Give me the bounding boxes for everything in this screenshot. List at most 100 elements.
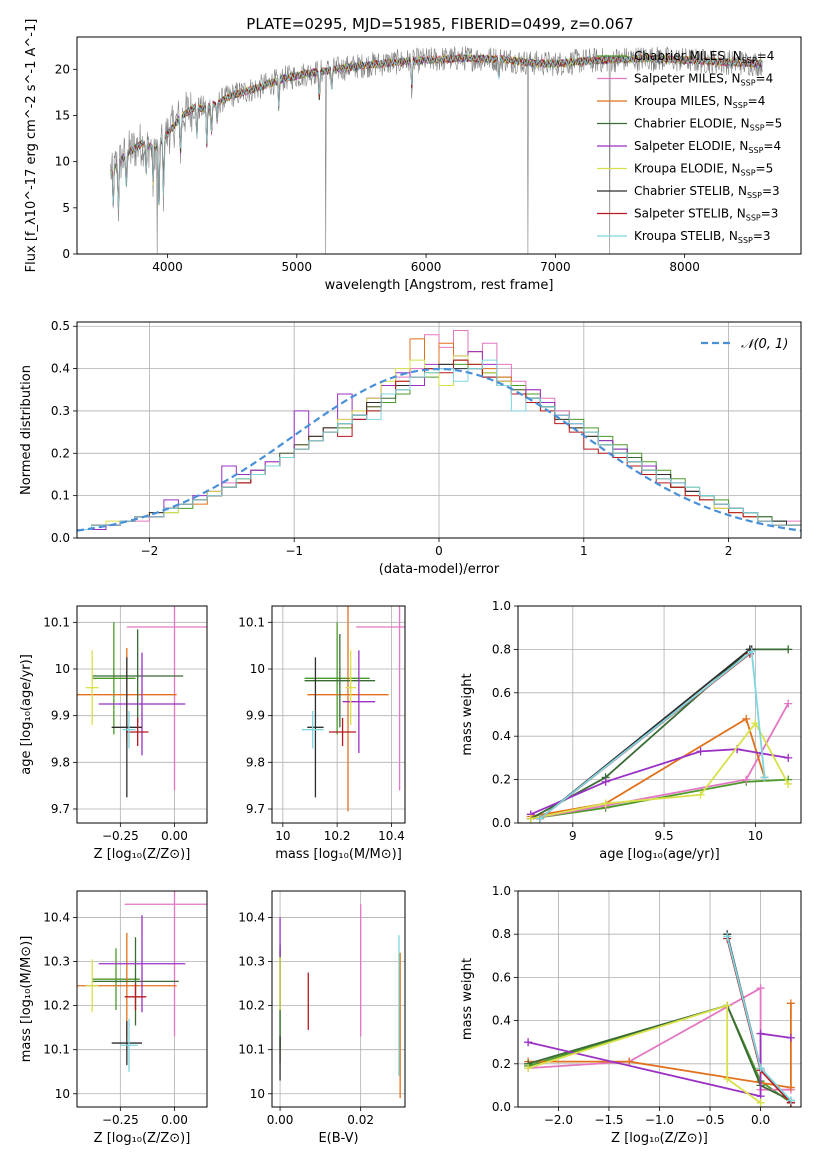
spectrum-model-kroupa-stelib	[110, 54, 763, 211]
marker-salpeter-elodie	[696, 747, 705, 756]
x-tick-label: 4000	[152, 260, 183, 274]
massweight_vs_age-series	[526, 645, 793, 823]
marker-kroupa-stelib	[786, 1096, 795, 1105]
x-tick-label: 7000	[540, 260, 571, 274]
spectrum-xlabel: wavelength [Angstrom, rest frame]	[325, 278, 554, 293]
residual_histogram-xlabel: (data-model)/error	[379, 562, 500, 577]
spectrum-series	[110, 46, 763, 254]
x-tick-label: 10	[748, 829, 763, 843]
marker-kroupa-elodie	[751, 719, 760, 728]
massweight_vs_Z-series	[524, 930, 795, 1107]
marker-kroupa-elodie	[696, 790, 705, 799]
mass_vs_ebv-series	[279, 904, 401, 1099]
age_vs_mass-xlabel: mass [log₁₀(M/M⊙)]	[275, 847, 402, 862]
mass_vs_Z-axes: −0.25 0.00 10 10.1 10.2 10.3 10.4	[43, 891, 207, 1127]
mass_vs_Z-frame	[76, 890, 208, 1108]
age_vs_mass-frame	[271, 605, 406, 824]
y-tick-label: 0.6	[492, 686, 511, 700]
marker-kroupa-stelib	[756, 1064, 765, 1073]
spectrum-data-line	[110, 46, 763, 254]
y-tick-label: 10.3	[43, 955, 70, 969]
spectrum-model-salpeter-stelib	[110, 53, 763, 212]
y-tick-label: 1.0	[492, 884, 511, 898]
legend-count: =3	[753, 229, 771, 243]
y-tick-label: 10.1	[238, 1043, 265, 1057]
marker-salpeter-miles	[756, 984, 765, 993]
legend-subscript: SSP	[747, 191, 762, 200]
legend-count: =5	[756, 162, 774, 176]
y-tick-label: 5	[62, 201, 70, 215]
legend-label: Chabrier ELODIE, NSSP=5	[634, 117, 782, 133]
marker-kroupa-stelib	[747, 647, 756, 656]
x-tick-label: −0.5	[695, 1113, 724, 1127]
massweight_vs_Z-ylabel: mass weight	[460, 958, 475, 1040]
x-tick-label: 10.2	[324, 829, 351, 843]
legend-count: =4	[757, 49, 775, 63]
legend-label: Kroupa ELODIE, NSSP=5	[634, 162, 773, 178]
y-tick-label: 0.4	[51, 362, 70, 376]
y-tick-label: 10.2	[238, 999, 265, 1013]
x-tick-label: −1	[285, 544, 303, 558]
legend-count: =3	[761, 207, 779, 221]
marker-salpeter-elodie	[601, 777, 610, 786]
x-tick-label: 0.02	[347, 1113, 374, 1127]
x-tick-label: 6000	[411, 260, 442, 274]
legend-count: =5	[765, 117, 783, 131]
massweight_vs_Z-xlabel: Z [log₁₀(Z/Z⊙)]	[611, 1131, 708, 1146]
legend-subscript: SSP	[748, 146, 763, 155]
age_vs_mass-series	[301, 606, 405, 812]
mass_vs_ebv-xlabel: E(B-V)	[318, 1131, 358, 1146]
y-tick-label: 10	[55, 155, 70, 169]
y-tick-label: 15	[55, 108, 70, 122]
massweight_vs_age-xlabel: age [log₁₀(age/yr)]	[599, 847, 720, 862]
x-tick-label: −2.0	[544, 1113, 573, 1127]
line-chabrier-miles	[530, 778, 789, 820]
legend-count: =4	[748, 94, 766, 108]
legend-subscript: SSP	[741, 79, 756, 88]
y-tick-label: 10.2	[43, 999, 70, 1013]
legend-label: Chabrier STELIB, NSSP=3	[634, 184, 780, 200]
massweight_vs_Z-frame	[517, 890, 802, 1108]
legend-label: Salpeter MILES, NSSP=4	[634, 72, 773, 88]
marker-salpeter-elodie	[784, 753, 793, 762]
y-tick-label: 10.4	[43, 910, 70, 924]
x-tick-label: 2	[725, 544, 733, 558]
histogram-series	[77, 330, 801, 532]
x-tick-label: 0	[435, 544, 443, 558]
marker-salpeter-miles	[784, 699, 793, 708]
x-tick-label: −1.0	[645, 1113, 674, 1127]
y-tick-label: 0.4	[492, 1014, 511, 1028]
y-tick-label: 9.7	[51, 802, 70, 816]
y-tick-label: 0	[62, 247, 70, 261]
line-chabrier-elodie	[530, 648, 789, 820]
y-tick-label: 0.8	[492, 642, 511, 656]
y-tick-label: 0.8	[492, 927, 511, 941]
residual_histogram-ylabel: Normed distribution	[19, 365, 34, 495]
marker-kroupa-elodie	[723, 1074, 732, 1083]
residual_histogram-frame	[76, 321, 802, 539]
y-tick-label: 0.0	[492, 1100, 511, 1114]
age_vs_Z-series	[77, 606, 207, 798]
y-tick-label: 0.4	[492, 729, 511, 743]
legend-count: =4	[756, 72, 774, 86]
spectrum-legend: Chabrier MILES, NSSP=4 Salpeter MILES, NS…	[597, 49, 782, 245]
y-tick-label: 1.0	[492, 599, 511, 613]
y-tick-label: 0.6	[492, 970, 511, 984]
y-tick-label: 10.1	[43, 615, 70, 629]
marker-kroupa-elodie	[784, 779, 793, 788]
normal-curve	[77, 367, 801, 532]
y-tick-label: 10	[250, 1087, 265, 1101]
y-tick-label: 0.0	[492, 816, 511, 830]
marker-kroupa-elodie	[526, 814, 535, 823]
marker-kroupa-elodie	[756, 1098, 765, 1107]
y-tick-label: 9.9	[246, 709, 265, 723]
marker-salpeter-elodie	[524, 1038, 533, 1047]
marker-kroupa-miles	[742, 714, 751, 723]
marker-kroupa-stelib	[760, 773, 769, 782]
y-tick-label: 10	[55, 1087, 70, 1101]
x-tick-label: 9.5	[655, 829, 674, 843]
x-tick-label: −2	[141, 544, 159, 558]
y-tick-label: 10.1	[43, 1043, 70, 1057]
y-tick-label: 9.7	[246, 802, 265, 816]
